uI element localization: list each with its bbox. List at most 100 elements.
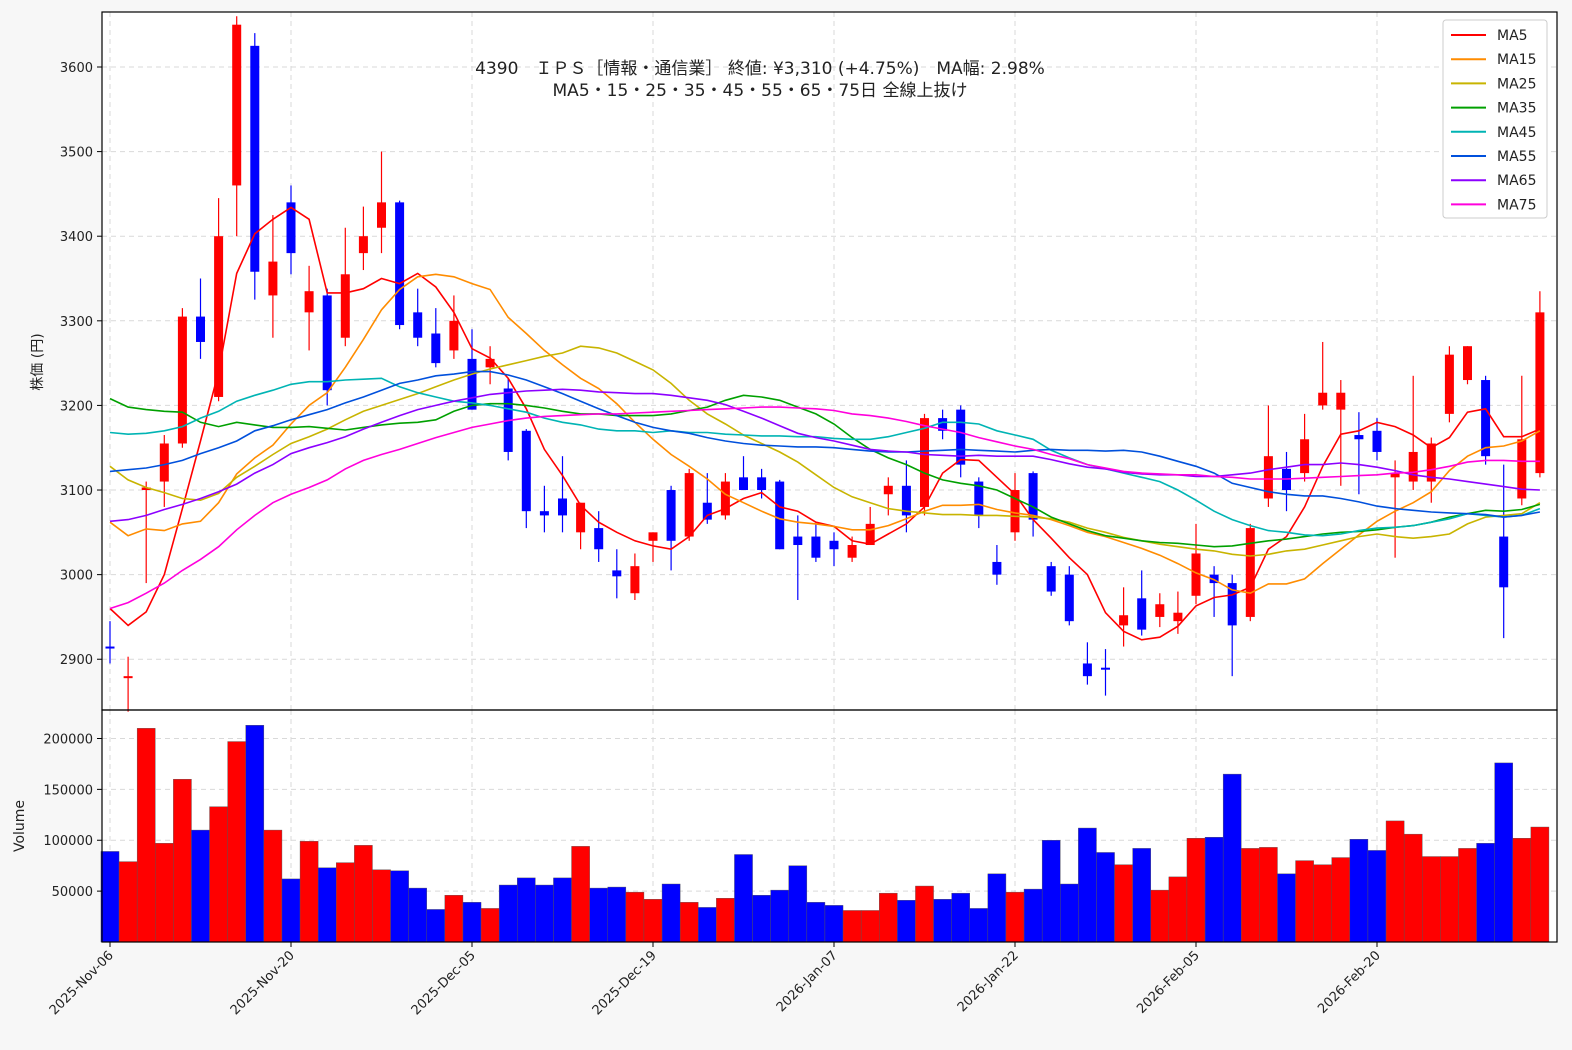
candle-body xyxy=(1263,456,1273,499)
candle-body xyxy=(648,532,658,541)
candle-body xyxy=(395,202,405,326)
candle-body xyxy=(612,570,622,577)
volume-bar xyxy=(1331,857,1351,943)
candle-body xyxy=(1517,439,1527,499)
volume-axis-label: Volume xyxy=(12,800,28,852)
volume-bar xyxy=(1440,856,1459,943)
candle-body xyxy=(340,274,350,338)
volume-bar xyxy=(770,889,789,943)
candle-body xyxy=(1227,583,1237,626)
volume-bar xyxy=(716,898,735,943)
volume-bar xyxy=(263,829,283,943)
volume-tick-label: 50000 xyxy=(52,885,93,900)
candle-body xyxy=(1354,435,1364,440)
candle-body xyxy=(1245,528,1255,617)
volume-bar xyxy=(118,861,138,943)
candle-body xyxy=(1481,380,1491,457)
date-tick-label: 2025-Dec-05 xyxy=(409,948,479,1018)
candle-body xyxy=(594,528,604,550)
volume-bar xyxy=(227,741,246,943)
volume-bar xyxy=(408,887,427,943)
candlesticks xyxy=(105,16,1545,712)
volume-bar xyxy=(987,873,1007,943)
volume-bar xyxy=(1422,856,1441,943)
candle-body xyxy=(159,443,169,482)
volume-bar xyxy=(860,910,880,943)
volume-tick-label: 100000 xyxy=(43,834,93,849)
volume-bar xyxy=(788,865,808,943)
volume-bar xyxy=(734,854,753,943)
volume-tick-label: 200000 xyxy=(43,732,93,747)
volume-bar xyxy=(1005,891,1025,943)
volume-bars xyxy=(100,725,1550,943)
candle-body xyxy=(304,291,314,313)
candle-body xyxy=(992,561,1002,575)
volume-bar xyxy=(806,902,826,943)
candle-body xyxy=(720,481,730,516)
candle-body xyxy=(358,236,368,254)
volume-bar xyxy=(354,845,373,943)
price-tick-label: 3000 xyxy=(60,569,93,584)
candle-body xyxy=(449,320,459,351)
volume-bar xyxy=(571,846,590,943)
candle-body xyxy=(630,566,640,594)
candle-body xyxy=(865,523,875,546)
candle-body xyxy=(196,316,205,342)
moving-average-lines xyxy=(109,206,1541,641)
volume-bar xyxy=(426,909,446,943)
volume-bar xyxy=(1060,883,1079,943)
price-tick-label: 3200 xyxy=(60,399,93,414)
volume-bar xyxy=(752,894,771,943)
candle-body xyxy=(956,409,966,465)
date-tick-label: 2026-Feb-20 xyxy=(1315,948,1384,1017)
legend-label-ma45: MA45 xyxy=(1497,125,1536,141)
volume-bar xyxy=(1512,838,1532,943)
price-tick-label: 3100 xyxy=(60,484,93,499)
volume-bar xyxy=(245,725,265,943)
price-tick-label: 3600 xyxy=(60,61,93,76)
volume-bar xyxy=(1023,888,1043,943)
volume-bar xyxy=(299,841,319,943)
legend-label-ma15: MA15 xyxy=(1497,52,1536,68)
candle-body xyxy=(1119,615,1129,626)
candle-body xyxy=(286,202,296,254)
volume-bar xyxy=(951,892,970,943)
volume-bar xyxy=(625,891,645,943)
volume-bar xyxy=(679,902,699,943)
candle-body xyxy=(413,312,423,338)
price-axis-label: 株価 (円) xyxy=(30,333,46,390)
candle-body xyxy=(1137,598,1147,630)
candle-body xyxy=(431,333,441,364)
candle-body xyxy=(1372,430,1382,452)
volume-bar xyxy=(1367,850,1387,943)
volume-tick-label: 150000 xyxy=(43,783,93,798)
candle-body xyxy=(1046,566,1056,592)
candle-body xyxy=(123,676,133,679)
candle-body xyxy=(1408,451,1418,482)
candle-body xyxy=(1318,392,1328,406)
volume-bar xyxy=(1403,833,1423,943)
volume-bar xyxy=(173,778,192,943)
volume-bar xyxy=(1241,848,1260,943)
candle-body xyxy=(105,646,115,649)
candle-body xyxy=(811,536,821,558)
legend-label-ma35: MA35 xyxy=(1497,101,1536,117)
price-tick-label: 2900 xyxy=(60,653,93,668)
candle-body xyxy=(250,45,260,272)
candle-body xyxy=(666,490,676,541)
ma-line-ma5 xyxy=(109,206,1541,641)
candle-body xyxy=(901,485,911,516)
legend-box xyxy=(1442,19,1548,219)
volume-bar xyxy=(517,877,536,943)
candle-body xyxy=(539,511,549,516)
volume-bar xyxy=(933,899,952,943)
volume-bar xyxy=(1041,840,1061,943)
candle-body xyxy=(938,418,948,431)
legend-label-ma55: MA55 xyxy=(1497,149,1536,165)
volume-bar xyxy=(1277,873,1296,943)
volume-bar xyxy=(897,900,916,943)
candle-body xyxy=(141,487,151,491)
date-tick-label: 2025-Nov-06 xyxy=(47,948,117,1018)
chart-subtitle: MA5・15・25・35・45・55・65・75日 全線上抜け xyxy=(553,81,968,101)
